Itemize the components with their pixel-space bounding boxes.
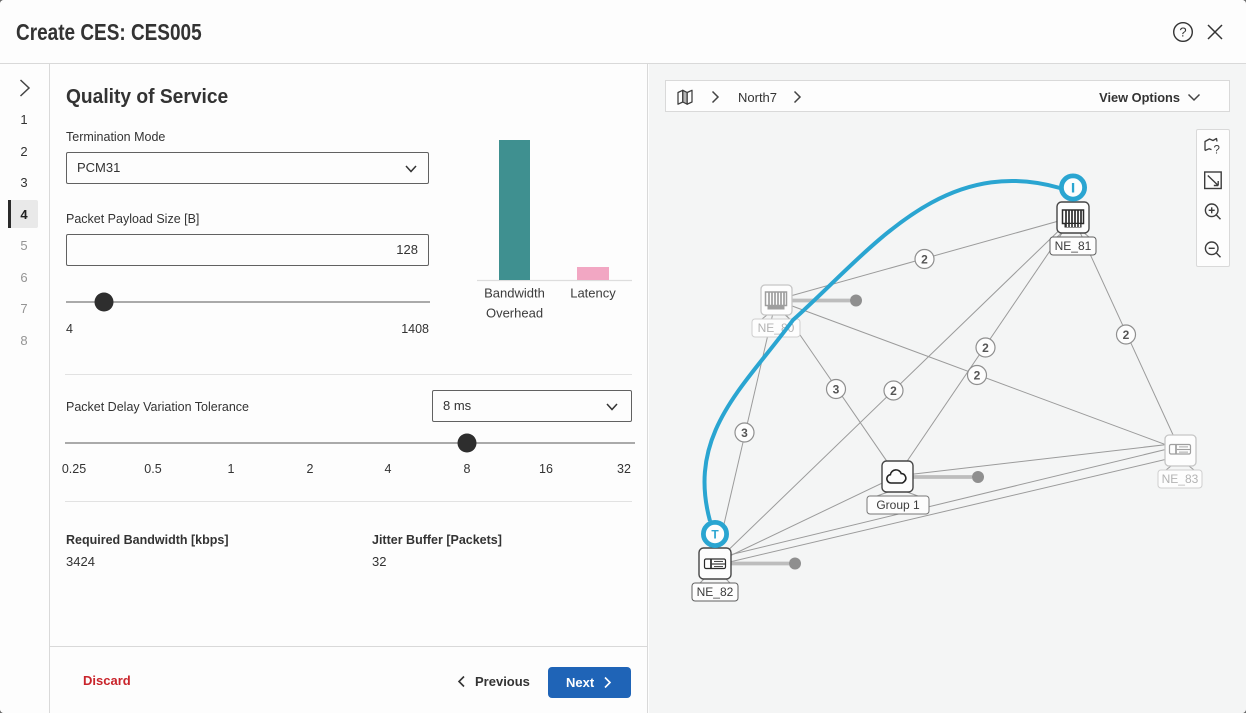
svg-text:3: 3 [833, 383, 840, 397]
svg-text:Bandwidth: Bandwidth [484, 286, 545, 301]
svg-text:NE_81: NE_81 [1055, 239, 1092, 253]
svg-text:?: ? [1214, 145, 1220, 157]
svg-text:NE_82: NE_82 [697, 585, 734, 599]
svg-text:2: 2 [982, 341, 989, 355]
svg-text:?: ? [1179, 25, 1186, 40]
svg-text:Latency: Latency [570, 286, 616, 301]
svg-text:3: 3 [741, 426, 748, 440]
svg-text:NE_83: NE_83 [1162, 472, 1199, 486]
svg-text:2: 2 [974, 369, 981, 383]
svg-text:T: T [711, 528, 719, 542]
svg-text:2: 2 [890, 384, 897, 398]
svg-text:2: 2 [921, 253, 928, 267]
svg-text:2: 2 [1123, 328, 1130, 342]
svg-text:Group 1: Group 1 [876, 498, 920, 512]
svg-text:Overhead: Overhead [486, 306, 543, 321]
